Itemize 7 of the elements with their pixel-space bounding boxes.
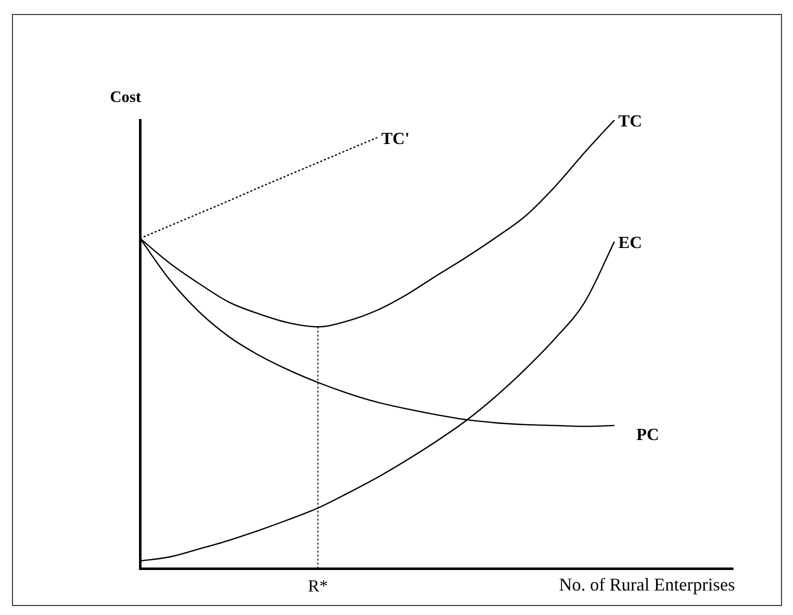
series-label: TC [618, 111, 642, 130]
series-label: PC [636, 424, 660, 444]
series-label: EC [618, 232, 642, 252]
y-axis-title: Cost [110, 89, 142, 106]
series-label: TC' [381, 128, 410, 148]
x-axis-title: No. of Rural Enterprises [559, 574, 735, 594]
text: R* [308, 576, 328, 596]
